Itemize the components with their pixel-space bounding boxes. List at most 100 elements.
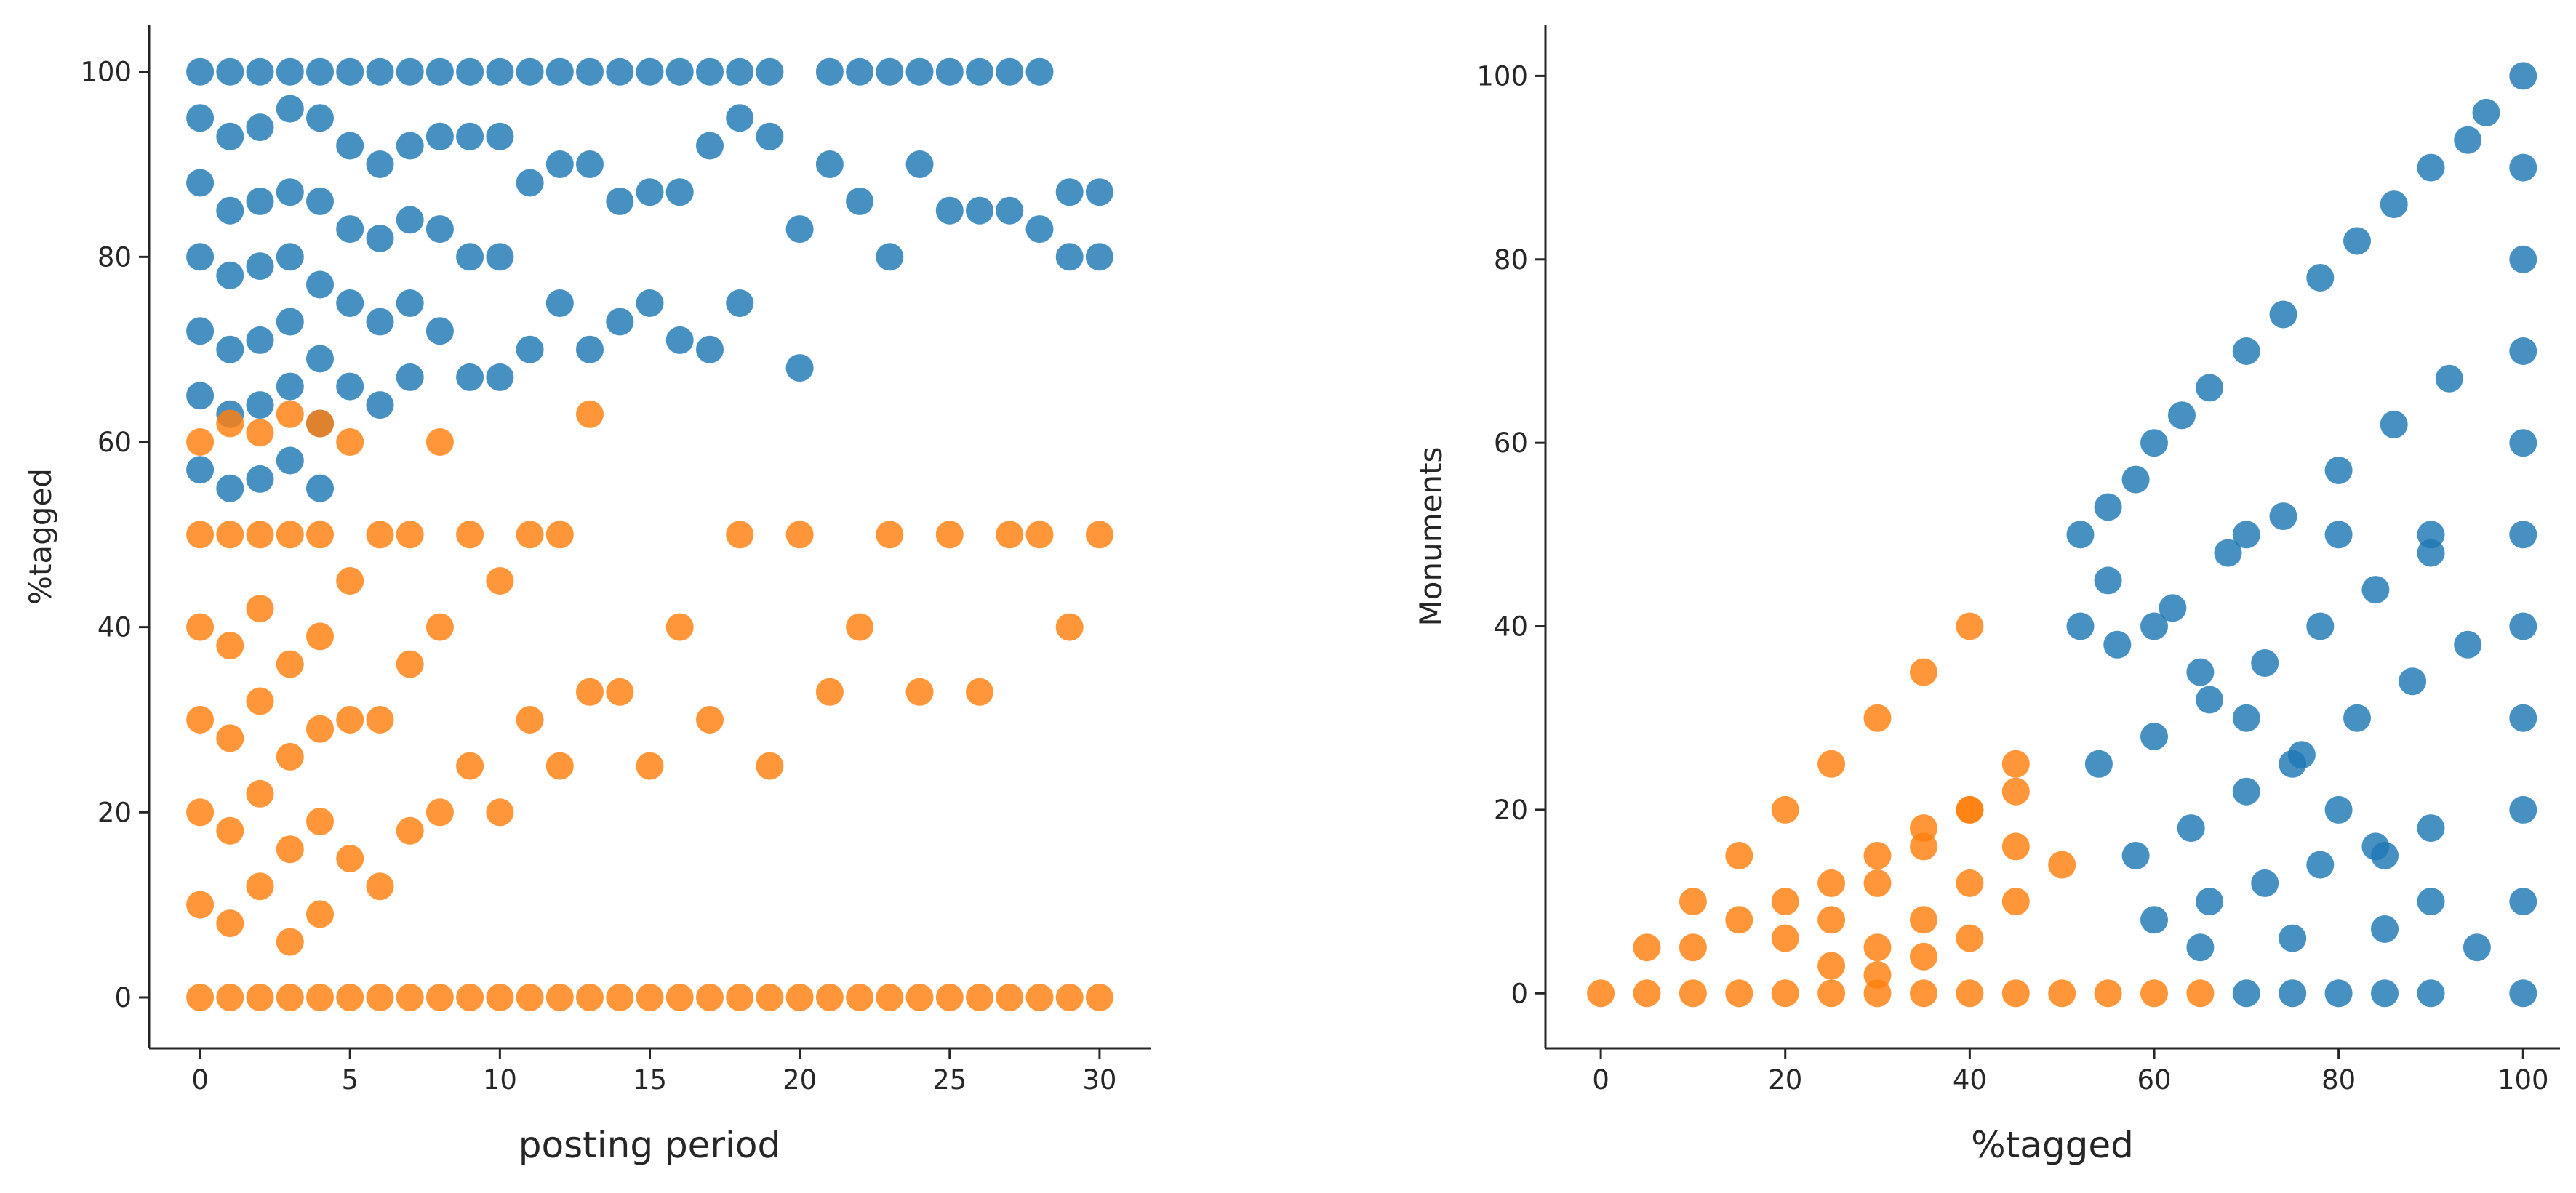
chart-monuments: 0 20 40 60 80 100 0 20 40 60 80 100 %tagged Monume… <box>1413 25 2560 1166</box>
scatter-point-tagged <box>726 289 754 317</box>
scatter-point-tagged <box>636 289 664 317</box>
scatter-point-tagged <box>246 57 274 86</box>
scatter-point-untagged <box>756 984 784 1011</box>
scatter-point-tagged <box>396 206 424 234</box>
scatter-point-tagged <box>456 243 484 271</box>
scatter-point-tagged <box>2509 153 2537 182</box>
scatter-point-untagged <box>2048 851 2076 879</box>
scatter-point-tagged <box>2140 429 2168 457</box>
scatter-point-untagged <box>1863 961 1892 989</box>
scatter-point-untagged <box>1817 869 1846 897</box>
scatter-point-untagged <box>696 984 724 1011</box>
scatter-point-tagged <box>2509 337 2537 365</box>
scatter-point-tagged <box>636 178 664 206</box>
scatter-point-untagged <box>1725 979 1753 1008</box>
scatter-point-untagged <box>1910 906 1937 934</box>
scatter-point-tagged <box>456 122 484 150</box>
x-tick-label: 30 <box>1082 1064 1116 1096</box>
scatter-point-untagged <box>1771 924 1799 952</box>
scatter-point-tagged <box>186 57 215 86</box>
y-tick-label: 40 <box>97 612 132 643</box>
scatter-point-tagged <box>186 456 215 484</box>
scatter-point-untagged <box>246 687 274 715</box>
scatter-point-tagged <box>396 132 424 160</box>
scatter-point-untagged <box>1633 933 1661 962</box>
scatter-point-untagged <box>2094 979 2122 1008</box>
scatter-point-untagged <box>306 521 334 549</box>
scatter-point-tagged <box>846 187 874 215</box>
x-tick-label: 100 <box>2497 1064 2549 1096</box>
scatter-point-untagged <box>1910 979 1937 1008</box>
scatter-point-tagged <box>306 104 334 132</box>
scatter-point-untagged <box>186 891 215 919</box>
scatter-point-untagged <box>636 752 664 780</box>
scatter-point-tagged <box>545 150 574 178</box>
scatter-point-tagged <box>2509 521 2537 549</box>
scatter-point-untagged <box>306 715 334 743</box>
scatter-point-tagged <box>606 187 634 215</box>
scatter-point-untagged <box>1863 704 1892 732</box>
scatter-point-untagged <box>425 428 454 456</box>
scatter-point-untagged <box>1771 888 1799 916</box>
scatter-point-untagged <box>186 613 215 641</box>
scatter-point-tagged <box>756 122 784 150</box>
scatter-point-untagged <box>1910 942 1937 971</box>
x-tick-label: 15 <box>633 1064 667 1096</box>
scatter-point-tagged <box>2287 741 2316 769</box>
scatter-point-tagged <box>2454 126 2482 154</box>
scatter-point-untagged <box>2001 979 2030 1008</box>
scatter-point-untagged <box>186 798 215 827</box>
scatter-point-untagged <box>1633 979 1661 1008</box>
scatter-point-untagged <box>306 900 334 928</box>
scatter-point-tagged <box>2279 979 2307 1008</box>
y-tick-label: 20 <box>97 797 132 828</box>
scatter-point-tagged <box>2509 612 2537 640</box>
scatter-point-tagged <box>216 261 244 289</box>
scatter-point-untagged <box>276 400 304 428</box>
scatter-point-tagged <box>2417 153 2445 182</box>
scatter-point-tagged <box>2324 795 2353 824</box>
scatter-point-tagged <box>2186 658 2215 686</box>
scatter-point-untagged <box>785 521 814 549</box>
y-tick-label: 0 <box>1511 978 1528 1009</box>
scatter-point-tagged <box>1055 178 1084 206</box>
scatter-point-tagged <box>2417 979 2445 1008</box>
scatter-point-untagged <box>545 984 574 1011</box>
scatter-point-untagged <box>306 409 334 438</box>
scatter-point-tagged <box>425 215 454 244</box>
scatter-point-untagged <box>1863 842 1892 869</box>
scatter-point-untagged <box>216 984 244 1011</box>
scatter-point-untagged <box>1085 984 1113 1011</box>
scatter-point-tagged <box>366 391 394 419</box>
scatter-point-untagged <box>576 984 604 1011</box>
scatter-point-untagged <box>2001 888 2030 916</box>
scatter-point-tagged <box>785 215 814 244</box>
scatter-point-untagged <box>576 678 604 706</box>
scatter-point-untagged <box>276 650 304 678</box>
scatter-point-tagged <box>2472 98 2500 126</box>
chart-posting-period: 0 5 10 15 20 25 30 0 20 40 60 80 100 posting period… <box>23 25 1151 1166</box>
scatter-point-tagged <box>2269 300 2297 329</box>
scatter-point-untagged <box>425 613 454 641</box>
x-tick-label: 0 <box>1592 1064 1609 1096</box>
y-tick-label: 60 <box>1494 427 1528 459</box>
scatter-point-tagged <box>2371 915 2399 943</box>
scatter-point-tagged <box>1085 178 1113 206</box>
scatter-point-tagged <box>366 57 394 86</box>
scatter-point-untagged <box>1085 521 1113 549</box>
scatter-point-tagged <box>246 252 274 281</box>
scatter-point-tagged <box>665 178 694 206</box>
scatter-point-tagged <box>276 446 304 475</box>
scatter-point-tagged <box>665 57 694 86</box>
scatter-point-untagged <box>1587 979 1615 1008</box>
scatter-point-untagged <box>1055 984 1084 1011</box>
scatter-point-untagged <box>1679 933 1707 962</box>
scatter-point-untagged <box>1725 842 1753 869</box>
scatter-point-untagged <box>545 752 574 780</box>
y-ticks-right: 0 20 40 60 80 100 <box>1476 60 1545 1009</box>
y-tick-label: 0 <box>114 982 132 1013</box>
scatter-point-tagged <box>2361 832 2390 861</box>
scatter-point-tagged <box>216 335 244 363</box>
scatter-point-tagged <box>276 372 304 401</box>
